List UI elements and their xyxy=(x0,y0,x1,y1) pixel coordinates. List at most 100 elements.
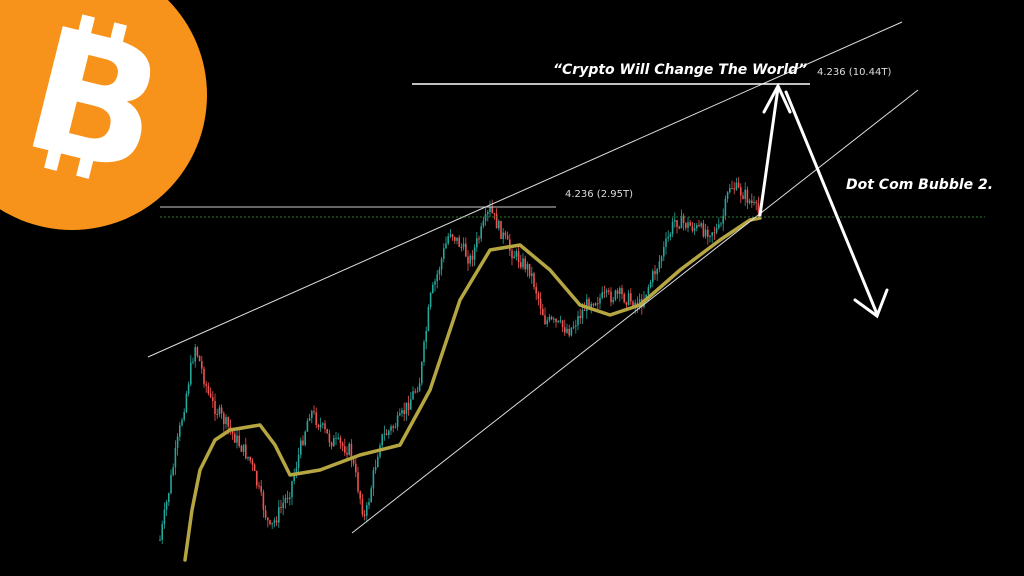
candle-body xyxy=(361,498,364,515)
candle-body xyxy=(627,293,630,305)
candle-body xyxy=(319,424,322,428)
candle-body xyxy=(284,498,287,504)
candle-body xyxy=(645,294,647,299)
candle-body xyxy=(225,417,227,425)
candle-body xyxy=(663,246,665,257)
candle-body xyxy=(451,234,454,238)
candle-body xyxy=(341,443,344,447)
candle-body xyxy=(344,446,346,453)
candle-body xyxy=(748,200,751,203)
candle-body xyxy=(445,243,447,249)
candle-body xyxy=(715,227,718,233)
candle-body xyxy=(731,188,733,190)
candle-body xyxy=(524,258,526,270)
candle-body xyxy=(249,456,251,461)
candle-body xyxy=(746,189,749,203)
candle-body xyxy=(753,201,755,204)
candle-body xyxy=(368,502,370,506)
moving-average-line xyxy=(183,216,762,562)
candle-body xyxy=(240,446,243,452)
candle-body xyxy=(478,238,480,240)
candle-body xyxy=(544,315,546,325)
candle-body xyxy=(724,198,727,216)
candle-body xyxy=(161,524,163,540)
candle-body xyxy=(667,236,669,239)
candle-body xyxy=(528,263,531,276)
candle-body xyxy=(300,440,302,455)
candle-body xyxy=(438,269,441,275)
candle-body xyxy=(352,459,355,464)
candle-body xyxy=(322,423,324,425)
candle-body xyxy=(733,188,735,190)
candle-body xyxy=(412,391,414,400)
candle-body xyxy=(407,402,410,410)
candle-body xyxy=(212,397,214,401)
candle-body xyxy=(572,326,575,328)
candle-body xyxy=(396,415,399,427)
candle-body xyxy=(443,248,445,259)
candle-body xyxy=(383,433,386,435)
candle-body xyxy=(346,452,348,455)
candle-body xyxy=(304,431,306,445)
candle-body xyxy=(359,491,361,499)
candle-body xyxy=(416,391,419,393)
candle-body xyxy=(258,485,260,487)
candle-body xyxy=(269,520,271,525)
candle-body xyxy=(350,443,353,460)
candle-body xyxy=(231,429,234,434)
candle-body xyxy=(390,426,392,431)
candle-body xyxy=(242,444,245,452)
candle-body xyxy=(588,299,590,309)
candle-body xyxy=(427,307,430,331)
candle-body xyxy=(693,228,696,231)
candle-body xyxy=(315,412,317,426)
candle-body xyxy=(306,420,309,432)
candle-body xyxy=(660,256,663,262)
candle-body xyxy=(297,454,300,468)
candle-body xyxy=(652,271,654,283)
candle-body xyxy=(394,426,397,428)
candle-body xyxy=(405,402,408,414)
candle-body xyxy=(207,386,210,394)
candle-body xyxy=(502,232,504,239)
candle-body xyxy=(264,510,267,518)
candle-body xyxy=(570,327,573,336)
candle-body xyxy=(498,220,500,229)
candle-body xyxy=(487,211,489,215)
candle-body xyxy=(506,235,509,240)
candle-body xyxy=(722,215,724,224)
candle-body xyxy=(564,327,566,333)
candle-body xyxy=(403,410,405,414)
candle-body xyxy=(537,293,540,299)
candle-body xyxy=(557,320,559,323)
candle-body xyxy=(253,464,256,472)
candle-body xyxy=(223,413,225,425)
candle-body xyxy=(440,258,443,270)
candle-body xyxy=(707,229,709,237)
candle-body xyxy=(493,212,496,214)
candle-body xyxy=(649,282,652,288)
candle-body xyxy=(586,299,588,311)
candle-body xyxy=(619,288,621,294)
candle-body xyxy=(172,467,174,476)
candle-body xyxy=(234,433,236,443)
candle-body xyxy=(381,434,383,446)
candle-body xyxy=(456,237,458,241)
candle-body xyxy=(401,410,403,414)
candle-body xyxy=(159,539,161,541)
candle-body xyxy=(372,470,375,489)
candle-body xyxy=(392,426,394,428)
candle-body xyxy=(678,226,680,229)
candle-body xyxy=(718,224,720,228)
candle-body xyxy=(467,256,469,264)
candle-body xyxy=(471,255,474,260)
candle-body xyxy=(682,215,685,224)
candle-body xyxy=(366,505,368,516)
candle-body xyxy=(192,361,194,363)
candle-body xyxy=(209,393,212,398)
candle-body xyxy=(355,463,357,473)
candle-body xyxy=(632,301,634,308)
candle-body xyxy=(262,492,265,511)
candle-body xyxy=(720,223,722,225)
